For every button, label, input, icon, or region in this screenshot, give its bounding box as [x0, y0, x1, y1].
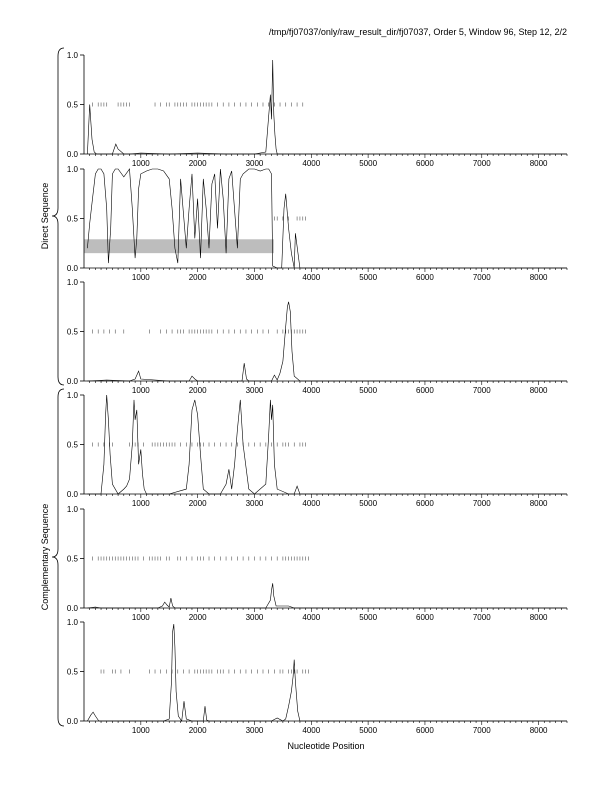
y-tick-label: 0.0	[67, 264, 79, 273]
highlight-band	[84, 239, 274, 254]
direct-sequence-brace	[51, 47, 65, 386]
x-tick-label: 3000	[246, 613, 264, 622]
coding-probability-line	[87, 168, 567, 269]
y-tick-label: 0.5	[67, 441, 79, 450]
panel-direct-frame-3: 0.0 0.5 1.0 1000 2000 3000 4000 5000 6000 7000 800…	[67, 278, 568, 395]
y-tick-label: 0.5	[67, 215, 79, 224]
complementary-sequence-label: Complementary Sequence	[40, 504, 50, 611]
x-tick-label: 6000	[416, 726, 434, 735]
x-tick-label: 1000	[132, 499, 150, 508]
x-tick-label: 5000	[359, 613, 377, 622]
coding-probability-line	[87, 623, 567, 722]
x-tick-label: 4000	[302, 386, 320, 395]
x-tick-label: 8000	[530, 159, 548, 168]
x-tick-label: 8000	[530, 273, 548, 282]
coding-probability-line	[87, 583, 567, 609]
y-tick-label: 1.0	[67, 505, 79, 514]
x-tick-label: 8000	[530, 386, 548, 395]
x-tick-label: 6000	[416, 273, 434, 282]
y-tick-label: 1.0	[67, 618, 79, 627]
x-axis-label: Nucleotide Position	[287, 741, 364, 751]
x-tick-label: 4000	[302, 613, 320, 622]
panel-complementary-frame-2: 0.0 0.5 1.0 1000 2000 3000 4000 5000 6000 7000 800…	[67, 505, 568, 622]
x-tick-label: 2000	[189, 273, 207, 282]
y-tick-label: 1.0	[67, 51, 79, 60]
y-tick-label: 0.0	[67, 490, 79, 499]
coding-probability-line	[87, 59, 567, 155]
y-tick-label: 0.5	[67, 668, 79, 677]
x-tick-label: 2000	[189, 159, 207, 168]
x-tick-label: 4000	[302, 499, 320, 508]
x-tick-label: 4000	[302, 159, 320, 168]
x-tick-label: 3000	[246, 273, 264, 282]
y-tick-label: 1.0	[67, 391, 79, 400]
coding-probability-line	[87, 301, 567, 382]
x-tick-label: 5000	[359, 499, 377, 508]
panel-complementary-frame-3: 0.0 0.5 1.0 1000 2000 3000 4000 5000 6000 7000 800…	[67, 618, 568, 735]
header-title: /tmp/fj07037/only/raw_result_dir/fj07037…	[269, 27, 567, 37]
x-tick-label: 7000	[473, 159, 491, 168]
y-tick-label: 0.0	[67, 717, 79, 726]
x-tick-label: 6000	[416, 613, 434, 622]
x-tick-label: 1000	[132, 613, 150, 622]
panel-direct-frame-1: 0.0 0.5 1.0 1000 2000 3000 4000 5000 6000 7000 800…	[67, 51, 568, 168]
x-tick-label: 7000	[473, 386, 491, 395]
x-tick-label: 3000	[246, 386, 264, 395]
x-tick-label: 2000	[189, 726, 207, 735]
y-tick-label: 0.5	[67, 328, 79, 337]
x-tick-label: 1000	[132, 726, 150, 735]
direct-sequence-label: Direct Sequence	[40, 183, 50, 250]
x-tick-label: 3000	[246, 726, 264, 735]
x-tick-label: 6000	[416, 499, 434, 508]
x-tick-label: 5000	[359, 386, 377, 395]
x-tick-label: 3000	[246, 159, 264, 168]
y-tick-label: 0.0	[67, 150, 79, 159]
x-tick-label: 7000	[473, 273, 491, 282]
x-tick-label: 7000	[473, 613, 491, 622]
x-tick-label: 7000	[473, 499, 491, 508]
x-tick-label: 4000	[302, 273, 320, 282]
panel-complementary-frame-1: 0.0 0.5 1.0 1000 2000 3000 4000 5000 6000 7000 800…	[67, 391, 568, 508]
x-tick-label: 2000	[189, 386, 207, 395]
y-tick-label: 0.5	[67, 555, 79, 564]
panels: 0.0 0.5 1.0 1000 2000 3000 4000 5000 6000 7000 800…	[67, 51, 568, 735]
x-tick-label: 1000	[132, 386, 150, 395]
x-tick-label: 8000	[530, 499, 548, 508]
y-tick-label: 1.0	[67, 165, 79, 174]
x-tick-label: 6000	[416, 159, 434, 168]
x-tick-label: 2000	[189, 613, 207, 622]
x-tick-label: 5000	[359, 273, 377, 282]
y-tick-label: 0.0	[67, 604, 79, 613]
y-tick-label: 1.0	[67, 278, 79, 287]
x-tick-label: 5000	[359, 159, 377, 168]
complementary-sequence-brace	[51, 388, 65, 727]
x-tick-label: 7000	[473, 726, 491, 735]
x-tick-label: 5000	[359, 726, 377, 735]
coding-probability-line	[87, 394, 567, 495]
x-tick-label: 4000	[302, 726, 320, 735]
y-tick-label: 0.0	[67, 377, 79, 386]
x-tick-label: 8000	[530, 613, 548, 622]
x-tick-label: 3000	[246, 499, 264, 508]
x-tick-label: 6000	[416, 386, 434, 395]
panel-direct-frame-2: 0.0 0.5 1.0 1000 2000 3000 4000 5000 6000 7000 800…	[67, 165, 568, 282]
y-tick-label: 0.5	[67, 101, 79, 110]
x-tick-label: 2000	[189, 499, 207, 508]
x-tick-label: 1000	[132, 159, 150, 168]
x-tick-label: 8000	[530, 726, 548, 735]
x-tick-label: 1000	[132, 273, 150, 282]
